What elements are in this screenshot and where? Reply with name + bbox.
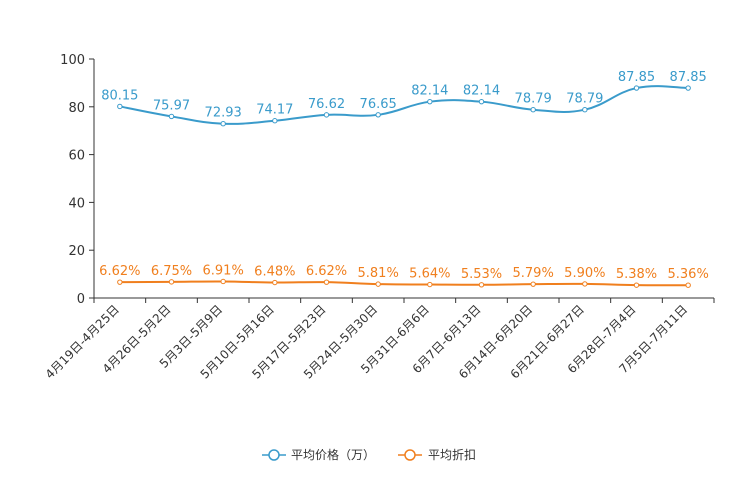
data-label: 5.64%	[409, 267, 450, 282]
legend-discount-label: 平均折扣	[428, 447, 476, 462]
data-label: 6.91%	[203, 263, 244, 278]
data-point[interactable]	[685, 282, 691, 288]
data-label: 78.79	[515, 92, 552, 107]
y-tick-label: 80	[68, 101, 85, 116]
y-tick-label: 20	[68, 244, 85, 259]
data-label: 82.14	[463, 84, 500, 99]
y-axis-ticks: 0 20 40 60 80 100	[60, 53, 94, 307]
y-tick-label: 100	[60, 53, 85, 68]
data-label: 80.15	[101, 88, 138, 103]
data-point[interactable]	[220, 120, 226, 127]
legend-item-price[interactable]: 平均价格（万）	[262, 447, 375, 462]
data-point[interactable]	[220, 278, 226, 285]
data-label: 6.75%	[151, 264, 192, 279]
series-1: 6.62% 6.75% 6.91% 6.48% 6.62% 5.81% 5.64% 5.53%…	[99, 263, 709, 288]
legend: 平均价格（万） 平均折扣	[262, 447, 476, 462]
data-point[interactable]	[427, 281, 433, 288]
data-label: 6.62%	[306, 264, 347, 279]
data-point[interactable]	[633, 85, 640, 91]
data-label: 76.65	[360, 97, 397, 112]
series-0: 80.15 75.97 72.93 74.17 76.62 76.65 82.14 82.14…	[101, 70, 707, 127]
data-point[interactable]	[323, 279, 330, 285]
y-tick-label: 0	[77, 292, 85, 307]
data-label: 5.38%	[616, 267, 657, 282]
data-point[interactable]	[117, 279, 123, 285]
data-point[interactable]	[427, 98, 433, 105]
series-line	[119, 280, 689, 287]
data-point[interactable]	[375, 281, 381, 287]
data-point[interactable]	[117, 103, 123, 110]
x-axis-ticks: 4月19日-4月25日4月26日-5月2日5月3日-5月9日5月10日-5月16…	[43, 298, 715, 382]
data-point[interactable]	[530, 281, 536, 287]
data-point[interactable]	[685, 85, 691, 91]
data-label: 6.48%	[254, 265, 295, 280]
data-point[interactable]	[582, 106, 588, 113]
data-point[interactable]	[272, 118, 278, 124]
data-point[interactable]	[633, 282, 640, 288]
data-point[interactable]	[323, 112, 330, 118]
y-tick-label: 60	[68, 149, 85, 164]
data-point[interactable]	[582, 281, 588, 287]
data-label: 74.17	[256, 103, 293, 118]
data-label: 87.85	[670, 70, 707, 85]
legend-item-discount[interactable]: 平均折扣	[398, 447, 476, 462]
data-label: 5.79%	[513, 266, 554, 281]
data-label: 5.90%	[564, 266, 605, 281]
data-label: 78.79	[566, 92, 603, 107]
data-label: 5.53%	[461, 267, 502, 282]
data-point[interactable]	[530, 106, 536, 113]
legend-price-circle-icon	[268, 449, 280, 461]
data-point[interactable]	[478, 98, 485, 105]
data-point[interactable]	[168, 279, 175, 285]
data-label: 5.36%	[668, 267, 709, 282]
data-point[interactable]	[272, 279, 278, 286]
data-label: 6.62%	[99, 264, 140, 279]
data-point[interactable]	[478, 282, 485, 288]
series-layer: 80.15 75.97 72.93 74.17 76.62 76.65 82.14 82.14…	[99, 70, 709, 288]
data-label: 72.93	[205, 106, 242, 121]
data-label: 76.62	[308, 97, 345, 112]
y-tick-label: 40	[68, 196, 85, 211]
data-label: 5.81%	[358, 266, 399, 281]
data-label: 87.85	[618, 70, 655, 85]
legend-price-label: 平均价格（万）	[291, 447, 375, 462]
data-point[interactable]	[375, 112, 381, 118]
series-line	[119, 85, 689, 125]
data-point[interactable]	[168, 113, 175, 120]
legend-discount-circle-icon	[404, 449, 416, 461]
data-label: 82.14	[411, 84, 448, 99]
data-label: 75.97	[153, 98, 190, 113]
